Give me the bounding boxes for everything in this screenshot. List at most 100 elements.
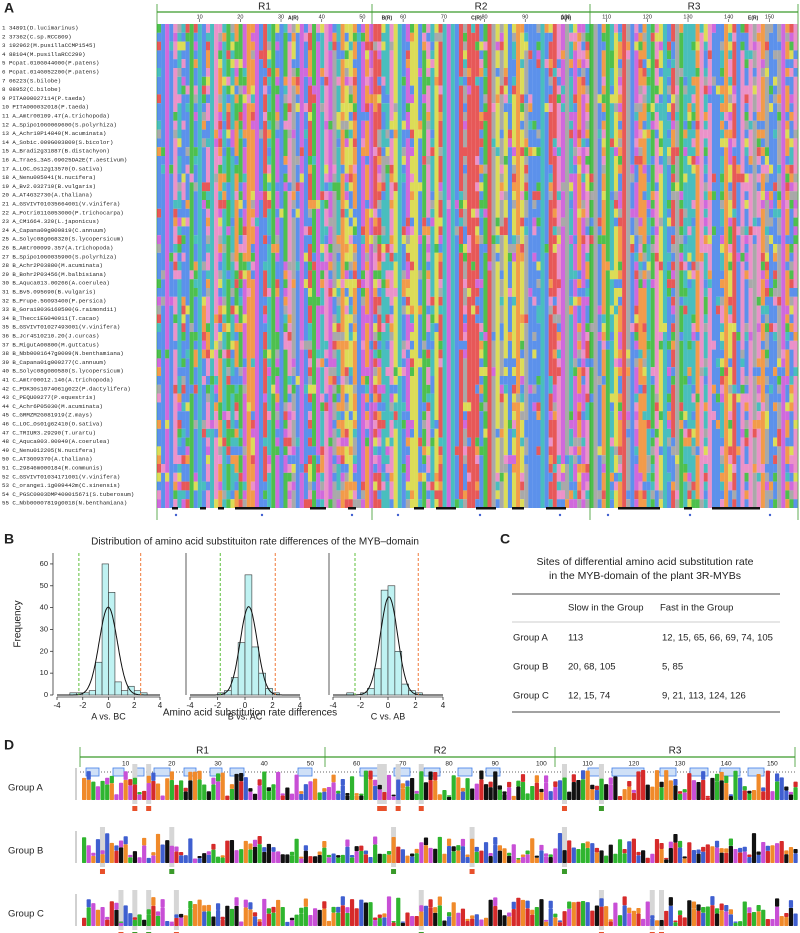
logo-letter	[165, 921, 169, 926]
alignment-cell	[536, 376, 540, 385]
logo-letter	[590, 785, 594, 790]
logo-letter	[202, 784, 206, 800]
alignment-cell	[337, 402, 341, 411]
alignment-cell	[496, 499, 500, 508]
alignment-cell	[275, 24, 279, 33]
logo-letter	[184, 915, 188, 926]
logo-letter	[498, 785, 502, 789]
alignment-cell	[610, 341, 614, 394]
logo-letter	[207, 905, 211, 911]
alignment-cell	[173, 33, 177, 42]
logo-letter	[234, 906, 238, 926]
alignment-cell	[655, 394, 659, 403]
logo-letter	[715, 782, 719, 800]
alignment-cell	[651, 455, 655, 464]
alignment-cell	[745, 138, 749, 147]
alignment-cell	[749, 332, 753, 341]
logo-letter	[544, 783, 548, 800]
alignment-cell	[581, 420, 585, 438]
alignment-cell	[683, 482, 687, 508]
logo-letter	[368, 857, 372, 863]
alignment-cell	[545, 33, 549, 59]
alignment-cell	[720, 182, 724, 191]
alignment-cell	[500, 130, 504, 139]
alignment-cell	[757, 24, 761, 33]
alignment-cell	[345, 446, 349, 464]
alignment-cell	[279, 209, 283, 218]
alignment-cell	[353, 209, 357, 218]
alignment-cell	[643, 68, 647, 77]
alignment-cell	[683, 411, 687, 420]
logo-letter	[137, 792, 141, 794]
alignment-cell	[283, 314, 287, 323]
alignment-cell	[663, 323, 667, 332]
alignment-cell	[675, 490, 679, 499]
alignment-cell	[186, 499, 190, 508]
alignment-cell	[638, 130, 642, 139]
alignment-cell	[504, 235, 508, 358]
alignment-cell	[230, 306, 234, 315]
alignment-cell	[732, 473, 736, 491]
alignment-cell	[647, 59, 651, 68]
alignment-cell	[773, 482, 777, 500]
alignment-cell	[230, 156, 234, 218]
logo-letter	[521, 782, 525, 800]
logo-letter	[641, 850, 645, 863]
alignment-cell	[292, 464, 296, 473]
alignment-cell	[410, 103, 414, 129]
logo-letter	[461, 788, 465, 792]
alignment-cell	[610, 490, 614, 499]
alignment-cell	[230, 376, 234, 385]
alignment-cell	[553, 314, 557, 323]
alignment-cell	[610, 94, 614, 103]
alignment-cell	[732, 209, 736, 218]
alignment-cell	[773, 332, 777, 341]
alignment-cell	[463, 358, 467, 402]
alignment-cell	[206, 323, 210, 332]
alignment-cell	[549, 411, 553, 420]
alignment-cell	[426, 77, 430, 86]
alignment-cell	[761, 323, 765, 341]
alignment-cell	[267, 200, 271, 209]
alignment-cell	[667, 226, 671, 252]
alignment-cell	[512, 182, 516, 191]
alignment-cell	[581, 297, 585, 350]
sequence-name: 35 B_GSVIVT01027493001(V.vinifera)	[2, 324, 120, 331]
alignment-cell	[373, 209, 377, 218]
alignment-cell	[704, 138, 708, 147]
alignment-cell	[206, 455, 210, 464]
alignment-cell	[745, 156, 749, 174]
alignment-cell	[712, 174, 716, 183]
alignment-cell	[691, 77, 695, 86]
alignment-cell	[545, 112, 549, 244]
alignment-cell	[638, 394, 642, 473]
alignment-cell	[181, 94, 185, 120]
alignment-cell	[667, 253, 671, 262]
alignment-cell	[577, 438, 581, 447]
alignment-cell	[426, 482, 430, 491]
alignment-cell	[194, 112, 198, 121]
logo-letter	[331, 907, 335, 913]
alignment-cell	[345, 394, 349, 403]
alignment-cell	[292, 200, 296, 209]
logo-letter	[271, 784, 275, 789]
logo-letter	[678, 794, 682, 800]
logo-letter	[336, 913, 340, 926]
alignment-cell	[581, 77, 585, 86]
helix-bar	[618, 507, 660, 510]
logo-letter	[429, 780, 433, 800]
alignment-cell	[226, 147, 230, 182]
alignment-cell	[667, 165, 671, 200]
alignment-cell	[683, 147, 687, 156]
alignment-cell	[773, 464, 777, 473]
logo-letter	[184, 855, 188, 863]
alignment-cell	[789, 270, 793, 279]
alignment-cell	[320, 358, 324, 367]
alignment-cell	[218, 112, 222, 121]
logo-letter	[789, 908, 793, 926]
logo-letter	[553, 781, 557, 787]
logo-letter	[507, 856, 511, 863]
alignment-cell	[675, 24, 679, 86]
alignment-cell	[675, 464, 679, 490]
alignment-cell	[316, 367, 320, 455]
